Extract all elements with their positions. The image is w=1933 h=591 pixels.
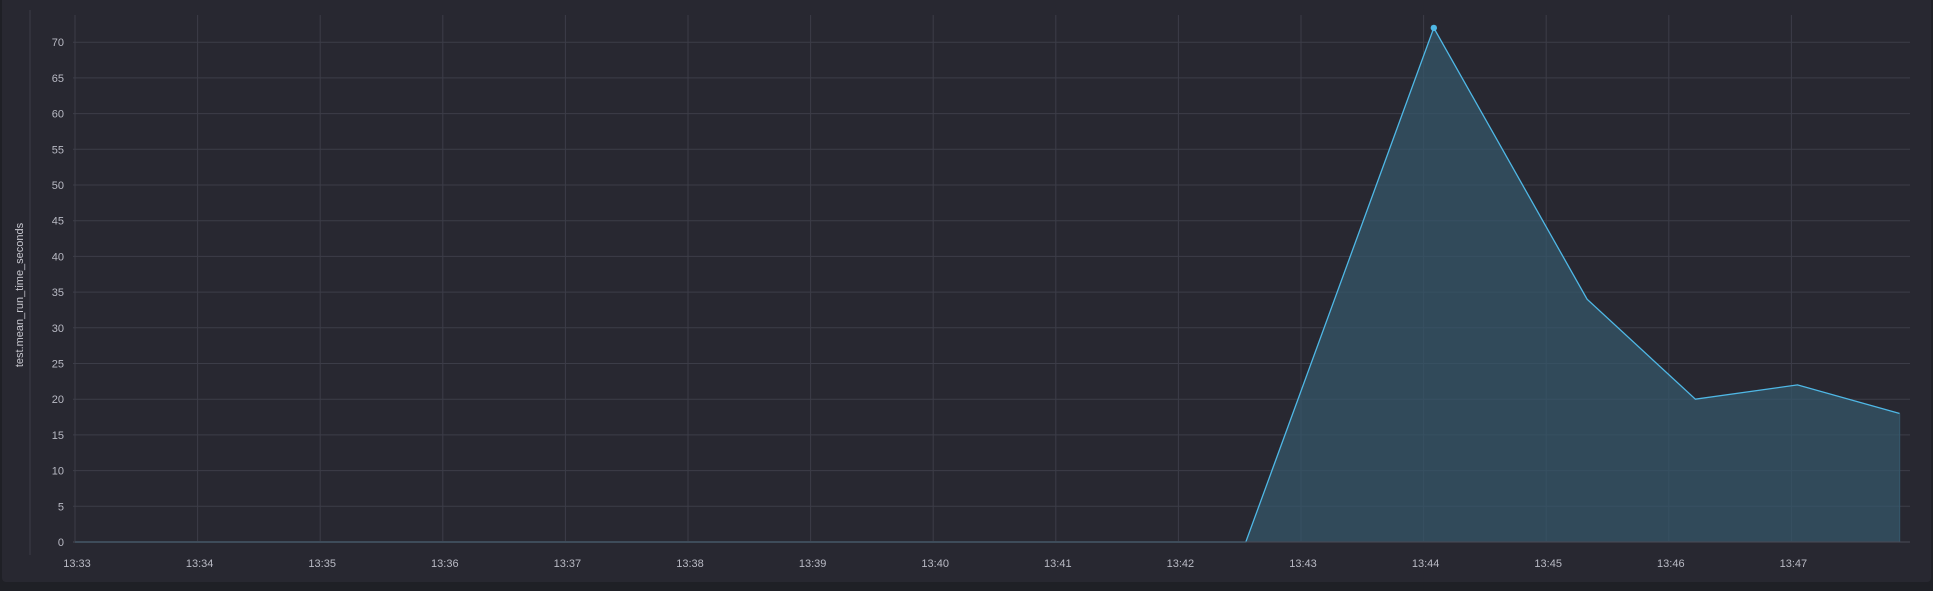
x-tick-label: 13:42 [1167, 558, 1195, 570]
x-tick-label: 13:38 [676, 558, 704, 570]
y-tick-label: 55 [52, 144, 64, 156]
data-points[interactable] [1430, 24, 1438, 32]
highlight-point[interactable] [1430, 24, 1438, 32]
y-tick-label: 20 [52, 394, 64, 406]
x-tick-label: 13:43 [1289, 558, 1317, 570]
y-axis-label: test.mean_run_time_seconds [14, 222, 26, 368]
series-area [75, 26, 1901, 543]
x-tick-label: 13:45 [1534, 558, 1562, 570]
y-tick-label: 45 [52, 216, 64, 228]
x-tick-label: 13:39 [799, 558, 827, 570]
x-tick-label: 13:40 [921, 558, 949, 570]
x-tick-label: 13:47 [1780, 558, 1808, 570]
y-tick-label: 0 [58, 537, 64, 549]
y-tick-label: 65 [52, 73, 64, 85]
x-tick-label: 13:36 [431, 558, 459, 570]
y-tick-label: 5 [58, 501, 64, 513]
grid [73, 15, 1910, 543]
y-tick-label: 70 [52, 37, 64, 49]
x-tick-label: 13:34 [186, 558, 214, 570]
axes: 0 5 10 15 20 25 30 35 40 45 50 55 60 65 70 13:33 13:34 13… [29, 10, 1910, 570]
y-tick-label: 10 [52, 466, 64, 478]
y-tick-label: 50 [52, 180, 64, 192]
y-tick-label: 25 [52, 359, 64, 371]
y-tick-label: 40 [52, 251, 64, 263]
x-tick-label: 13:44 [1412, 558, 1440, 570]
x-tick-label: 13:46 [1657, 558, 1685, 570]
y-tick-label: 15 [52, 430, 64, 442]
x-tick-label: 13:33 [63, 558, 91, 570]
y-tick-label: 30 [52, 323, 64, 335]
y-tick-label: 35 [52, 287, 64, 299]
x-tick-label: 13:37 [554, 558, 582, 570]
y-tick-label: 60 [52, 109, 64, 121]
x-tick-label: 13:41 [1044, 558, 1072, 570]
x-tick-label: 13:35 [308, 558, 336, 570]
series-area-fill [75, 27, 1900, 542]
